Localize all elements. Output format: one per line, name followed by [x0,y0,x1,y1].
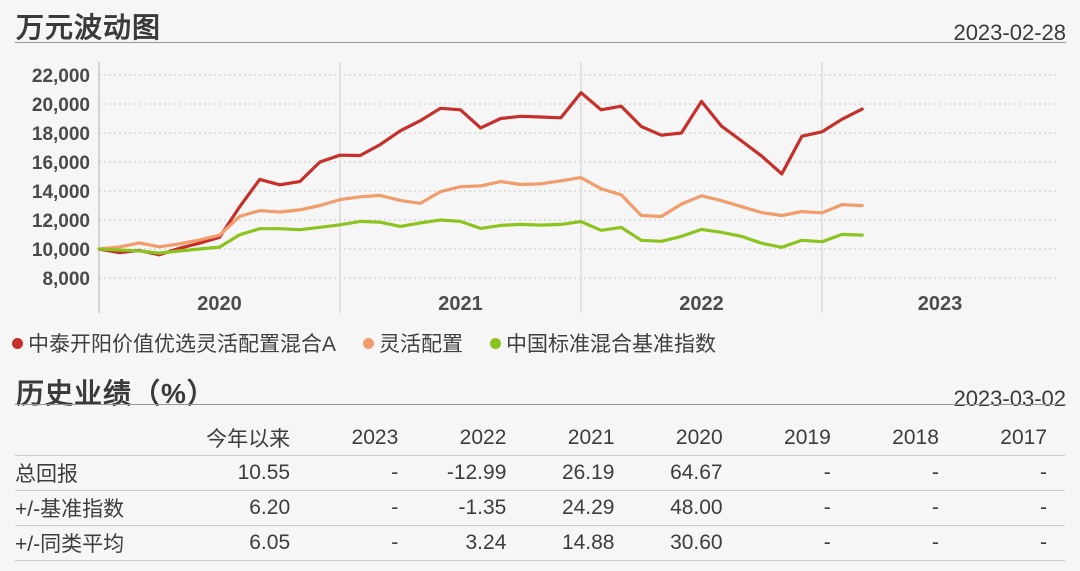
cell-value: 10.55 [237,461,291,484]
section-divider [15,42,1066,43]
x-tick-label: 2021 [438,293,483,315]
column-header-ytd: 今年以来 [206,428,291,451]
legend-label-benchmark: 中国标准混合基准指数 [506,333,717,356]
y-tick-label: 16,000 [32,153,90,174]
table-row-vs-benchmark: +/-基准指数 6.20 - -1.35 24.29 48.00 - - - [15,491,1065,526]
x-tick-label: 2023 [918,293,963,315]
column-header-2018: 2018 [892,426,939,449]
legend-dot-category-icon [363,337,375,349]
y-tick-label: 12,000 [32,211,90,232]
chart-legend: 中泰开阳价值优选灵活配置混合A 灵活配置 中国标准混合基准指数 [12,328,716,358]
series-line-category-average [97,176,864,251]
cell-value: 64.67 [670,461,723,484]
cell-value: - [931,461,939,484]
historical-performance-table: 今年以来 2023 2022 2021 2020 2019 2018 2017 … [15,421,1065,561]
y-tick-label: 20,000 [32,95,90,116]
legend-label-category: 灵活配置 [379,333,464,356]
y-tick-label: 8,000 [42,269,90,290]
cell-value: - [391,531,399,554]
cell-value: 6.05 [249,531,291,554]
legend-label-fund: 中泰开阳价值优选灵活配置混合A [28,333,337,356]
x-tick-label: 2020 [197,293,242,315]
y-tick-label: 10,000 [32,240,90,261]
x-tick-label: 2022 [679,293,724,315]
legend-dot-benchmark-icon [490,337,502,349]
row-label: +/-基准指数 [15,498,125,521]
cell-value: - [931,531,939,554]
cell-value: - [391,461,399,484]
legend-dot-fund-icon [12,337,23,349]
cell-value: - [1040,461,1047,484]
table-header-row: 今年以来 2023 2022 2021 2020 2019 2018 2017 [15,421,1065,456]
table-as-of-date: 2023-03-02 [953,386,1066,411]
cell-value: - [823,461,831,484]
table-section-title: 历史业绩（%） [16,378,216,409]
series-line-fund [97,91,864,257]
section-divider [15,404,1066,405]
table-section-header: 历史业绩（%） 2023-03-02 [16,372,1066,412]
cell-value: 24.29 [561,496,615,519]
cell-value: - [823,496,831,519]
column-header-2020: 2020 [675,426,723,449]
cell-value: 14.88 [561,531,615,554]
legend-item-fund: 中泰开阳价值优选灵活配置混合A [12,328,336,358]
legend-item-category: 灵活配置 [363,328,463,358]
y-tick-label: 18,000 [32,124,90,145]
table-row-total-return: 总回报 10.55 - -12.99 26.19 64.67 - - - [15,456,1065,491]
table-row-vs-category: +/-同类平均 6.05 - 3.24 14.88 30.60 - - - [15,526,1065,561]
column-header-2022: 2022 [459,426,507,449]
column-header-2019: 2019 [784,426,831,449]
y-tick-label: 22,000 [32,66,90,87]
series-line-benchmark-index [97,218,864,255]
column-header-2023: 2023 [351,426,399,449]
cell-value: - [931,496,939,519]
chart-as-of-date: 2023-02-28 [953,20,1066,45]
row-label: +/-同类平均 [15,533,125,556]
cell-value: 30.60 [670,531,723,554]
row-label: 总回报 [15,463,78,486]
cell-value: -12.99 [446,461,507,484]
cell-value: - [391,496,399,519]
cell-value: - [823,531,831,554]
legend-item-benchmark: 中国标准混合基准指数 [490,328,716,358]
chart-section-title: 万元波动图 [16,12,162,43]
cell-value: -1.35 [458,496,507,519]
column-header-2021: 2021 [567,426,615,449]
cell-value: - [1040,531,1047,554]
nav-growth-chart: 22,000 20,000 18,000 16,000 14,000 12,000 10,0… [32,62,1058,315]
cell-value: 26.19 [561,461,615,484]
cell-value: 3.24 [465,531,507,554]
cell-value: 48.00 [670,496,723,519]
cell-value: 6.20 [249,496,291,519]
y-tick-label: 14,000 [32,182,90,203]
column-header-2017: 2017 [1000,426,1047,449]
cell-value: - [1040,496,1047,519]
chart-section-header: 万元波动图 2023-02-28 [16,6,1066,46]
